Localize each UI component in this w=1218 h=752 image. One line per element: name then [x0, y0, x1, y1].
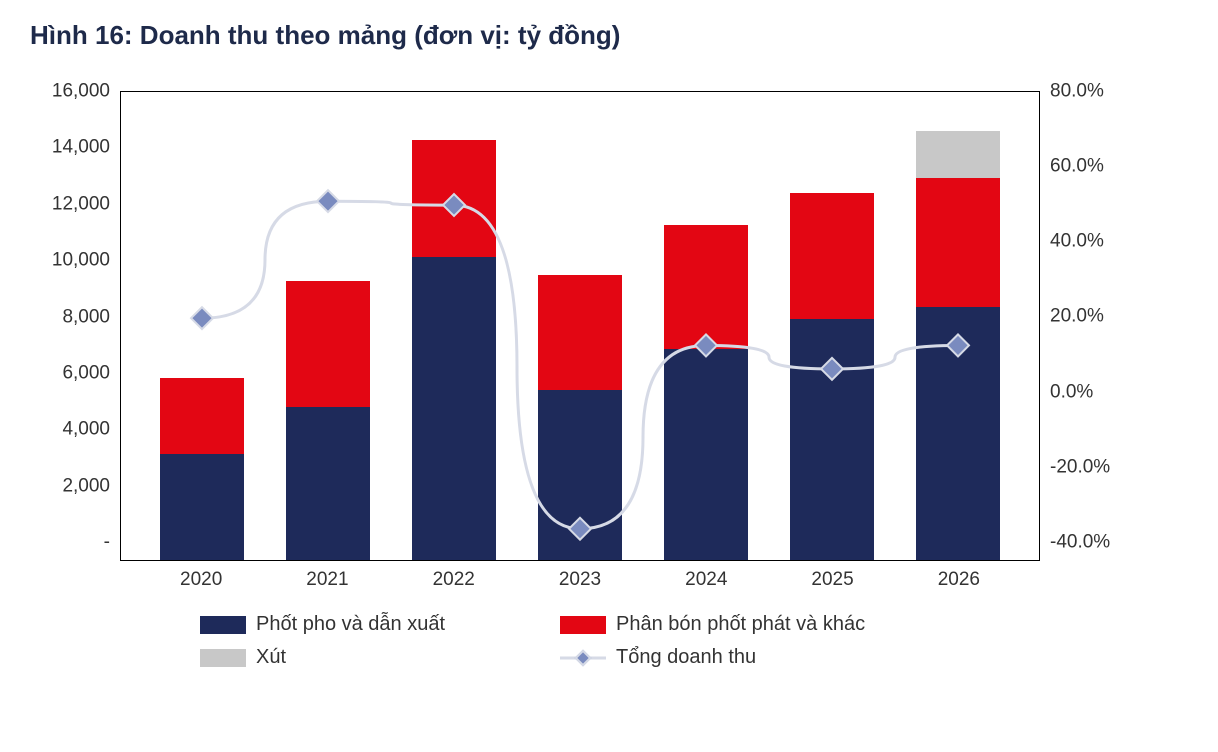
chart-container: 16,00014,00012,00010,0008,0006,0004,0002…: [30, 91, 1130, 561]
x-tick: 2020: [159, 569, 243, 591]
legend-label: Xút: [256, 646, 286, 669]
y-right-tick: 80.0%: [1050, 82, 1130, 101]
x-tick: 2026: [917, 569, 1001, 591]
y-left-tick: 14,000: [30, 138, 110, 157]
legend-label: Tổng doanh thu: [616, 646, 756, 669]
y-axis-right: 80.0%60.0%40.0%20.0%0.0%-20.0%-40.0%: [1050, 91, 1130, 561]
y-left-tick: -: [30, 533, 110, 552]
y-left-tick: 12,000: [30, 194, 110, 213]
y-right-tick: -20.0%: [1050, 457, 1130, 476]
y-right-tick: 40.0%: [1050, 232, 1130, 251]
bar-segment-phot_pho: [160, 454, 244, 560]
y-left-tick: 8,000: [30, 307, 110, 326]
legend-swatch: [560, 616, 606, 634]
bar-segment-phot_pho: [538, 390, 622, 560]
bar-segment-phan_bon: [160, 378, 244, 454]
bar-segment-phot_pho: [412, 257, 496, 560]
bar-segment-phan_bon: [916, 178, 1000, 307]
bar-segment-phan_bon: [538, 275, 622, 390]
y-right-tick: 0.0%: [1050, 382, 1130, 401]
y-left-tick: 10,000: [30, 251, 110, 270]
legend-swatch: [200, 649, 246, 667]
bar-column: [412, 140, 496, 560]
bar-column: [286, 281, 370, 560]
bar-segment-phot_pho: [916, 307, 1000, 560]
bar-column: [916, 131, 1000, 560]
bar-segment-phan_bon: [286, 281, 370, 407]
legend-item-tong-doanh-thu: Tổng doanh thu: [560, 646, 980, 669]
bar-segment-phot_pho: [286, 407, 370, 560]
legend-item-phan-bon: Phân bón phốt phát và khác: [560, 613, 980, 636]
bar-column: [538, 275, 622, 560]
y-left-tick: 2,000: [30, 476, 110, 495]
legend-marker: [560, 649, 606, 667]
x-tick: 2021: [285, 569, 369, 591]
legend-label: Phân bón phốt phát và khác: [616, 613, 865, 636]
legend-label: Phốt pho và dẫn xuất: [256, 613, 445, 636]
bar-segment-phan_bon: [790, 193, 874, 319]
y-right-tick: 20.0%: [1050, 307, 1130, 326]
bar-segment-xut: [916, 131, 1000, 178]
chart-title: Hình 16: Doanh thu theo mảng (đơn vị: tỷ…: [30, 20, 1188, 51]
y-left-tick: 6,000: [30, 363, 110, 382]
legend-swatch: [200, 616, 246, 634]
bar-column: [160, 378, 244, 560]
bar-segment-phot_pho: [790, 319, 874, 560]
y-left-tick: 4,000: [30, 420, 110, 439]
x-tick: 2022: [412, 569, 496, 591]
x-tick: 2024: [664, 569, 748, 591]
bar-segment-phot_pho: [664, 349, 748, 561]
bar-column: [790, 193, 874, 560]
bars-area: [121, 92, 1039, 560]
y-axis-left: 16,00014,00012,00010,0008,0006,0004,0002…: [30, 91, 110, 561]
x-axis-labels: 2020 2021 2022 2023 2024 2025 2026: [120, 561, 1040, 591]
y-right-tick: 60.0%: [1050, 157, 1130, 176]
y-left-tick: 16,000: [30, 82, 110, 101]
bar-column: [664, 225, 748, 560]
bar-segment-phan_bon: [412, 140, 496, 258]
legend-item-phot-pho: Phốt pho và dẫn xuất: [200, 613, 560, 636]
x-tick: 2023: [538, 569, 622, 591]
x-tick: 2025: [791, 569, 875, 591]
bar-segment-phan_bon: [664, 225, 748, 348]
plot-area: [120, 91, 1040, 561]
y-right-tick: -40.0%: [1050, 532, 1130, 551]
legend-item-xut: Xút: [200, 646, 560, 669]
legend: Phốt pho và dẫn xuất Phân bón phốt phát …: [200, 613, 1188, 669]
